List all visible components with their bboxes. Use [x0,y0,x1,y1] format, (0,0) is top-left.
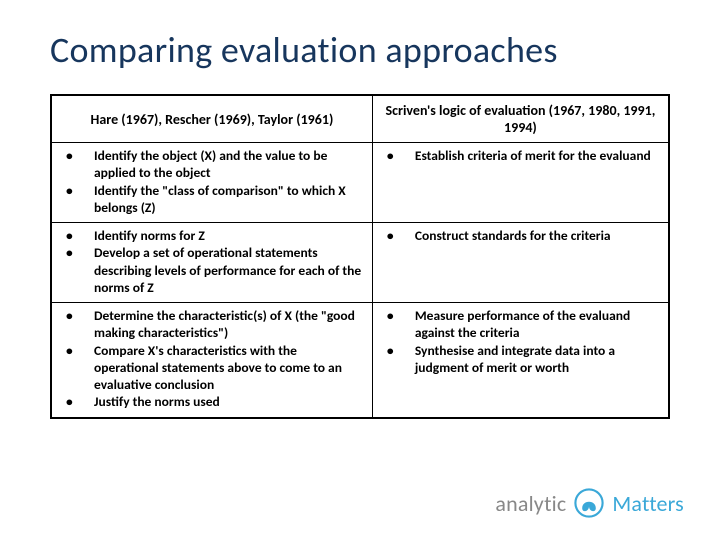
cell-right-1: • Construct standards for the criteria [372,223,669,303]
bullet-icon: • [387,307,394,324]
bullet-text: Compare X's characteristics with the ope… [94,342,342,394]
bullet-text: Construct standards for the criteria [415,227,611,244]
cell-right-0: • Establish criteria of merit for the eva… [372,143,669,223]
bullet-text: Justify the norms used [94,393,220,410]
bullet-icon: • [66,227,73,244]
logo-icon [572,486,606,520]
bullet-icon: • [66,147,73,164]
bullet-icon: • [66,182,73,199]
brand-logo: analytic Matters [495,486,684,520]
bullet-list: • Construct standards for the criteria [381,227,660,244]
list-item: • Compare X's characteristics with the op… [60,342,364,394]
bullet-list: • Establish criteria of merit for the eva… [381,147,660,164]
bullet-text: Determine the characteristic(s) of X (th… [94,307,355,341]
bullet-icon: • [66,307,73,324]
bullet-icon: • [66,342,73,359]
slide: Comparing evaluation approaches Hare (19… [0,0,720,540]
bullet-list: • Identify norms for Z • Develop a set of … [60,227,364,296]
cell-left-0: • Identify the object (X) and the value t… [51,143,372,223]
bullet-text: Identify norms for Z [94,227,205,244]
logo-word-1: analytic [495,490,566,517]
list-item: • Construct standards for the criteria [381,227,660,244]
cell-left-2: • Determine the characteristic(s) of X (t… [51,303,372,418]
list-item: • Justify the norms used [60,393,364,410]
slide-title: Comparing evaluation approaches [50,28,670,72]
bullet-icon: • [66,393,73,410]
bullet-icon: • [387,227,394,244]
bullet-icon: • [387,147,394,164]
bullet-text: Synthesise and integrate data into a jud… [415,342,615,376]
bullet-text: Develop a set of operational statements … [94,244,361,296]
list-item: • Identify norms for Z [60,227,364,244]
table-row: • Identify norms for Z • Develop a set of … [51,223,669,303]
list-item: • Identify the object (X) and the value t… [60,147,364,182]
bullet-text: Identify the "class of comparison" to wh… [94,182,346,216]
col-header-right: Scriven's logic of evaluation (1967, 198… [372,95,669,143]
bullet-text: Measure performance of the evaluand agai… [415,307,630,341]
table-row: • Determine the characteristic(s) of X (t… [51,303,669,418]
cell-right-2: • Measure performance of the evaluand aga… [372,303,669,418]
bullet-text: Identify the object (X) and the value to… [94,147,327,181]
bullet-list: • Measure performance of the evaluand aga… [381,307,660,376]
list-item: • Establish criteria of merit for the eva… [381,147,660,164]
table-header-row: Hare (1967), Rescher (1969), Taylor (196… [51,95,669,143]
bullet-list: • Determine the characteristic(s) of X (t… [60,307,364,411]
comparison-table: Hare (1967), Rescher (1969), Taylor (196… [50,94,670,419]
table-row: • Identify the object (X) and the value t… [51,143,669,223]
list-item: • Determine the characteristic(s) of X (t… [60,307,364,342]
bullet-icon: • [66,244,73,261]
bullet-text: Establish criteria of merit for the eval… [415,147,651,164]
list-item: • Develop a set of operational statements… [60,244,364,296]
logo-word-2: Matters [612,490,684,517]
bullet-icon: • [387,342,394,359]
cell-left-1: • Identify norms for Z • Develop a set of … [51,223,372,303]
col-header-left: Hare (1967), Rescher (1969), Taylor (196… [51,95,372,143]
list-item: • Identify the "class of comparison" to w… [60,182,364,217]
logo-inner-shape [583,502,597,511]
list-item: • Measure performance of the evaluand aga… [381,307,660,342]
bullet-list: • Identify the object (X) and the value t… [60,147,364,216]
list-item: • Synthesise and integrate data into a ju… [381,342,660,377]
